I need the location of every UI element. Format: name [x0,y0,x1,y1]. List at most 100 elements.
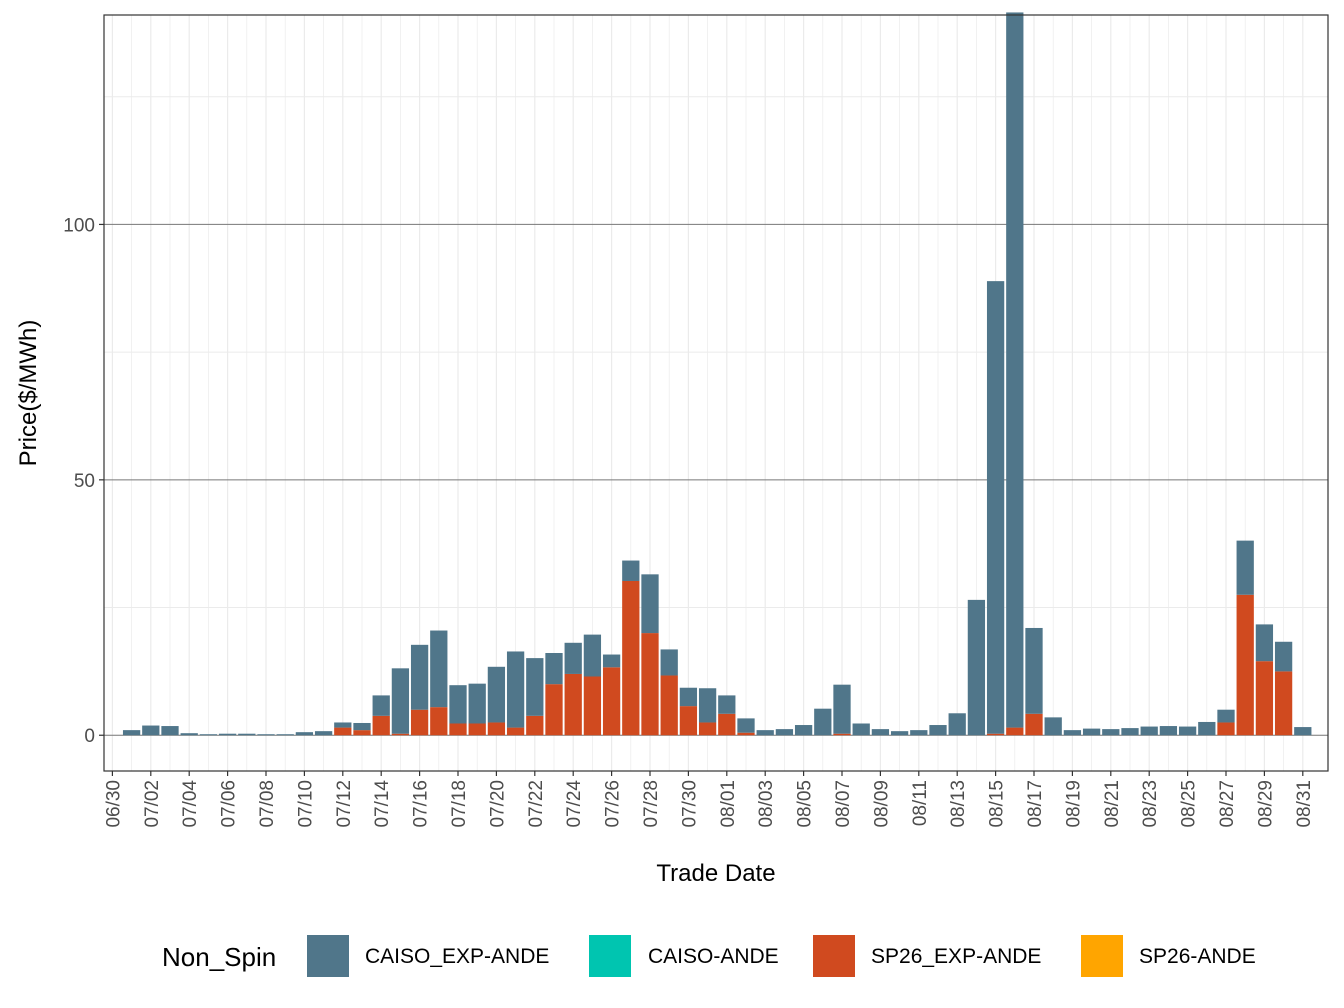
x-tick-label: 07/04 [180,780,201,828]
legend-key-caiso-ande [589,935,631,977]
x-tick-label: 08/31 [1294,780,1315,828]
legend-key-caiso-exp-ande [307,935,349,977]
bar-sp26-exp-ande [410,709,429,736]
bar-caiso-exp-ande [142,725,160,736]
bar-sp26-exp-ande [1236,594,1254,736]
bar-caiso-exp-ande [334,722,352,728]
bar-caiso-exp-ande [314,731,333,736]
bar-sp26-exp-ande [718,713,736,736]
bar-caiso-exp-ande [833,684,851,734]
x-tick-label: 07/06 [219,780,240,828]
x-tick-label: 08/19 [1063,780,1084,828]
bar-sp26-exp-ande [641,633,659,736]
bar-caiso-exp-ande [199,734,218,736]
bar-sp26-exp-ande [737,732,755,736]
bar-caiso-exp-ande [1063,730,1082,736]
bar-caiso-exp-ande [967,599,986,736]
x-tick-label: 07/28 [641,780,662,828]
bar-caiso-exp-ande [756,730,774,736]
x-tick-label: 07/14 [372,780,393,828]
bar-caiso-exp-ande [276,734,294,736]
y-axis: 0 50 100 [63,215,104,747]
x-tick-label: 07/18 [449,780,470,828]
x-tick-label: 07/26 [603,780,624,828]
x-tick-label: 07/24 [564,780,585,828]
x-tick-label: 08/03 [756,780,777,828]
bars [122,12,1312,736]
bar-caiso-exp-ande [391,668,410,734]
bar-caiso-exp-ande [910,730,928,736]
bar-sp26-exp-ande [660,675,678,736]
bar-caiso-exp-ande [430,630,448,708]
bar-sp26-exp-ande [583,676,602,736]
bar-caiso-exp-ande [622,560,640,581]
bar-sp26-exp-ande [622,580,640,736]
x-tick-label: 08/09 [871,780,892,828]
legend-label: CAISO_EXP-ANDE [365,945,549,968]
bar-caiso-exp-ande [1082,728,1101,736]
x-tick-label: 08/13 [948,780,969,828]
bar-caiso-exp-ande [852,723,870,736]
bar-caiso-exp-ande [487,666,506,723]
bar-caiso-exp-ande [526,658,544,716]
bar-caiso-exp-ande [545,653,563,685]
bar-caiso-exp-ande [583,634,602,677]
x-tick-label: 06/30 [103,780,124,828]
bar-caiso-exp-ande [238,733,256,736]
bar-caiso-exp-ande [1274,641,1293,672]
bar-sp26-exp-ande [506,727,525,736]
x-tick-label: 07/02 [142,780,163,828]
x-tick-label: 08/11 [910,780,931,826]
bar-caiso-exp-ande [410,644,429,710]
bar-caiso-exp-ande [1294,727,1312,736]
bar-caiso-exp-ande [1159,726,1178,736]
bar-sp26-exp-ande [334,727,352,736]
bar-caiso-exp-ande [1025,627,1043,714]
bar-caiso-exp-ande [1217,709,1235,723]
x-tick-label: 07/30 [679,780,700,828]
bar-sp26-exp-ande [468,723,486,736]
bar-sp26-exp-ande [1274,671,1293,736]
x-tick-label: 08/29 [1255,780,1276,828]
x-tick-label: 07/16 [411,780,432,828]
bar-caiso-exp-ande [1121,728,1139,736]
bar-sp26-exp-ande [986,733,1005,736]
bar-caiso-exp-ande [602,654,621,668]
bar-caiso-exp-ande [353,722,371,731]
bar-caiso-exp-ande [1006,12,1024,728]
bar-sp26-exp-ande [430,707,448,736]
bar-caiso-exp-ande [506,651,525,728]
panel-border [103,14,1329,772]
x-tick-label: 07/10 [295,780,316,828]
x-tick-label: 07/08 [257,780,278,828]
bar-caiso-exp-ande [1044,717,1062,736]
bar-caiso-exp-ande [372,695,390,716]
x-tick-label: 08/25 [1179,780,1200,828]
bar-caiso-exp-ande [218,733,237,736]
bar-sp26-exp-ande [679,706,698,736]
bar-sp26-exp-ande [1025,713,1043,736]
bar-sp26-exp-ande [698,722,717,736]
bar-sp26-exp-ande [391,733,410,736]
bar-caiso-exp-ande [257,734,275,736]
bar-caiso-exp-ande [1236,540,1254,595]
bar-caiso-exp-ande [295,732,314,736]
bar-sp26-exp-ande [1006,727,1024,736]
x-tick-label: 08/17 [1025,780,1046,828]
bar-caiso-exp-ande [564,642,582,674]
bar-caiso-exp-ande [718,695,736,714]
y-tick-label: 100 [63,215,95,236]
x-tick-label: 07/20 [487,780,508,828]
bar-caiso-exp-ande [1198,721,1216,736]
x-tick-label: 08/21 [1102,780,1123,828]
grid-lines [104,15,1328,771]
bar-caiso-exp-ande [1255,624,1274,662]
bar-caiso-exp-ande [660,649,678,676]
legend-key-sp26-ande [1081,935,1123,977]
x-tick-label: 07/12 [334,780,355,828]
bar-caiso-exp-ande [468,683,486,724]
bar-caiso-exp-ande [698,688,717,723]
bar-caiso-exp-ande [449,685,467,724]
